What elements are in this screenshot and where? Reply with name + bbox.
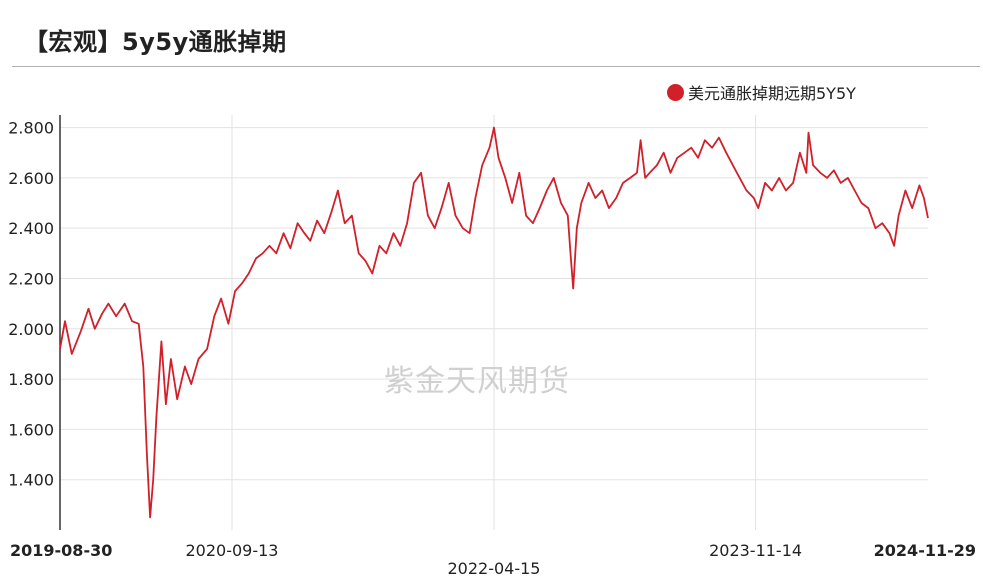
y-axis-ticks: 1.400 1.600 1.800 2.000 2.200 2.400 2.600 2.800 (8, 119, 54, 490)
x-tick-label: 2019-08-30 (10, 541, 112, 560)
y-tick-label: 2.600 (8, 169, 54, 188)
x-tick-label: 2023-11-14 (709, 541, 802, 560)
y-tick-label: 2.400 (8, 219, 54, 238)
series-line (59, 126, 929, 519)
grid-lines (60, 115, 928, 530)
y-tick-label: 2.200 (8, 269, 54, 288)
x-tick-label: 2022-04-15 (448, 559, 541, 578)
chart-legend[interactable]: 美元通胀掉期远期5Y5Y (667, 80, 856, 104)
legend-marker (667, 83, 684, 101)
x-tick-label: 2024-11-29 (874, 541, 976, 560)
y-tick-label: 2.800 (8, 119, 54, 138)
y-tick-label: 1.600 (8, 420, 54, 439)
watermark-text: 紫金天风期货 (384, 364, 570, 399)
y-tick-label: 1.800 (8, 370, 54, 389)
legend-label: 美元通胀掉期远期5Y5Y (688, 84, 856, 103)
x-axis-ticks: 2019-08-30 2020-09-13 2022-04-15 2023-11-14… (10, 541, 976, 578)
y-tick-label: 2.000 (8, 320, 54, 339)
page-title: 【宏观】5y5y通胀掉期 (24, 28, 287, 56)
y-tick-label: 1.400 (8, 471, 54, 490)
title-divider (12, 66, 980, 67)
series-layer (59, 126, 929, 519)
x-tick-label: 2020-09-13 (185, 541, 278, 560)
